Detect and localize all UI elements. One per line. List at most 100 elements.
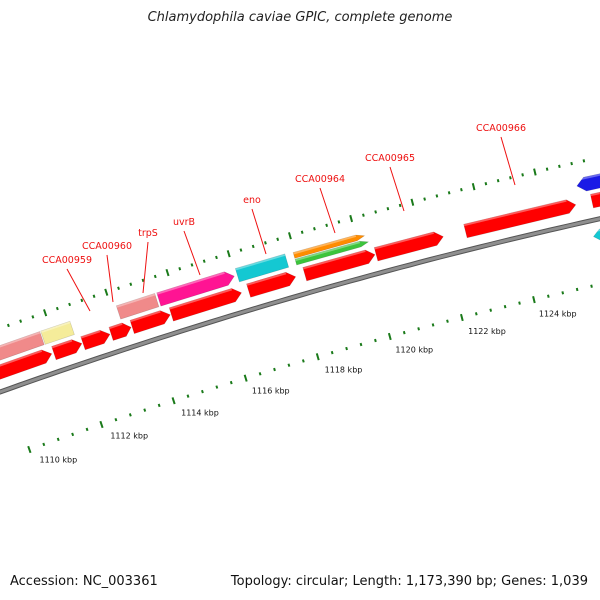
minor-tick <box>141 278 145 283</box>
feature-highlight <box>156 271 225 295</box>
minor-tick <box>402 330 406 335</box>
feature-highlight <box>374 231 435 250</box>
tick-track-upper <box>6 159 586 328</box>
minor-tick <box>431 323 435 327</box>
minor-tick <box>545 167 549 171</box>
minor-tick <box>313 227 316 231</box>
map-title: Chlamydophila caviae GPIC, complete geno… <box>147 10 453 25</box>
gene-feature-cds-1[interactable] <box>0 349 53 384</box>
minor-tick <box>190 263 194 267</box>
gene-label-leader <box>142 241 149 294</box>
backbone-line <box>0 217 600 394</box>
minor-tick <box>85 427 89 432</box>
minor-tick <box>301 359 305 363</box>
gene-label[interactable]: CCA00964 <box>295 174 345 185</box>
minor-tick <box>484 181 488 186</box>
feature-highlight <box>0 349 43 367</box>
feature-highlight <box>108 322 123 330</box>
feature-track <box>0 173 600 384</box>
minor-tick <box>386 206 390 211</box>
gene-feature-cds-7[interactable] <box>246 271 297 298</box>
minor-tick <box>398 203 402 208</box>
gene-feature-cds-8[interactable] <box>302 249 376 282</box>
gene-feature-cds-9[interactable] <box>373 231 444 262</box>
minor-tick <box>582 159 586 163</box>
minor-tick <box>273 367 276 372</box>
gene-label-leader <box>183 230 201 276</box>
minor-tick <box>570 161 573 166</box>
gene-feature-salmon-2[interactable] <box>115 293 160 320</box>
gene-feature-cds-5[interactable] <box>129 310 171 334</box>
feature-highlight <box>592 228 600 233</box>
gene-label-leader <box>251 208 267 255</box>
kbp-label: 1120 kbp <box>395 346 433 355</box>
feature-highlight <box>302 249 366 270</box>
gene-feature-cds-11[interactable] <box>590 191 600 209</box>
major-tick <box>315 353 320 361</box>
minor-tick <box>129 282 133 287</box>
minor-tick <box>489 308 493 312</box>
gene-label[interactable]: CCA00966 <box>476 123 526 134</box>
feature-highlight <box>463 199 567 227</box>
gene-label[interactable]: eno <box>243 195 261 206</box>
minor-tick <box>447 191 451 195</box>
gene-label[interactable]: trpS <box>138 228 158 239</box>
minor-tick <box>215 255 218 260</box>
minor-tick <box>264 241 267 245</box>
minor-tick <box>287 363 291 367</box>
gene-feature-khaki-1[interactable] <box>40 320 75 345</box>
major-tick <box>171 397 176 405</box>
gene-feature-cyan-2[interactable] <box>593 226 600 241</box>
minor-tick <box>590 284 593 288</box>
minor-tick <box>42 442 46 447</box>
gene-feature-cyan-1[interactable] <box>234 253 290 283</box>
kbp-label: 1118 kbp <box>325 365 363 374</box>
gene-label-leader <box>66 268 91 312</box>
gene-feature-cds-4[interactable] <box>108 322 132 341</box>
gene-feature-green-1[interactable] <box>294 240 370 266</box>
major-tick <box>226 250 231 258</box>
feature-highlight <box>116 293 156 308</box>
kbp-label: 1114 kbp <box>181 408 219 417</box>
gene-feature-cds-6[interactable] <box>168 288 242 322</box>
minor-tick <box>258 372 262 376</box>
gene-labels: CCA00959 CCA00960 trpS uvrB eno CCA00964 CCA00… <box>42 123 526 312</box>
gene-label[interactable]: CCA00960 <box>82 241 132 252</box>
minor-tick <box>114 417 118 422</box>
minor-tick <box>300 230 304 234</box>
minor-tick <box>31 315 35 319</box>
gene-feature-cds-2[interactable] <box>51 339 83 361</box>
major-tick <box>27 445 32 454</box>
minor-tick <box>251 244 255 249</box>
gene-feature-salmon-1[interactable] <box>0 331 45 368</box>
major-tick <box>165 268 170 277</box>
genome-backbone <box>0 216 600 395</box>
minor-tick <box>92 294 96 299</box>
gene-label[interactable]: CCA00965 <box>365 153 415 164</box>
major-tick <box>243 374 248 382</box>
minor-tick <box>561 291 565 295</box>
minor-tick <box>446 319 449 323</box>
minor-tick <box>68 302 72 307</box>
feature-highlight <box>235 253 286 271</box>
gene-label[interactable]: CCA00959 <box>42 255 92 266</box>
minor-tick <box>80 298 84 303</box>
major-tick <box>99 420 104 429</box>
minor-tick <box>143 408 147 412</box>
gene-feature-magenta-1[interactable] <box>156 271 235 307</box>
minor-tick <box>435 194 439 198</box>
gene-feature-blue-1[interactable] <box>576 173 600 192</box>
minor-tick <box>202 259 206 263</box>
minor-tick <box>229 380 233 385</box>
gene-label[interactable]: uvrB <box>173 217 195 228</box>
minor-tick <box>55 306 59 311</box>
major-tick <box>471 183 476 191</box>
gene-feature-cds-10[interactable] <box>463 199 577 239</box>
minor-tick <box>496 179 500 183</box>
feature-highlight <box>246 272 287 286</box>
minor-tick <box>330 350 334 355</box>
gene-feature-cds-3[interactable] <box>80 329 111 351</box>
minor-tick <box>417 327 420 331</box>
gene-label-leader <box>500 136 516 186</box>
gene-feature-orange-1[interactable] <box>292 234 366 259</box>
